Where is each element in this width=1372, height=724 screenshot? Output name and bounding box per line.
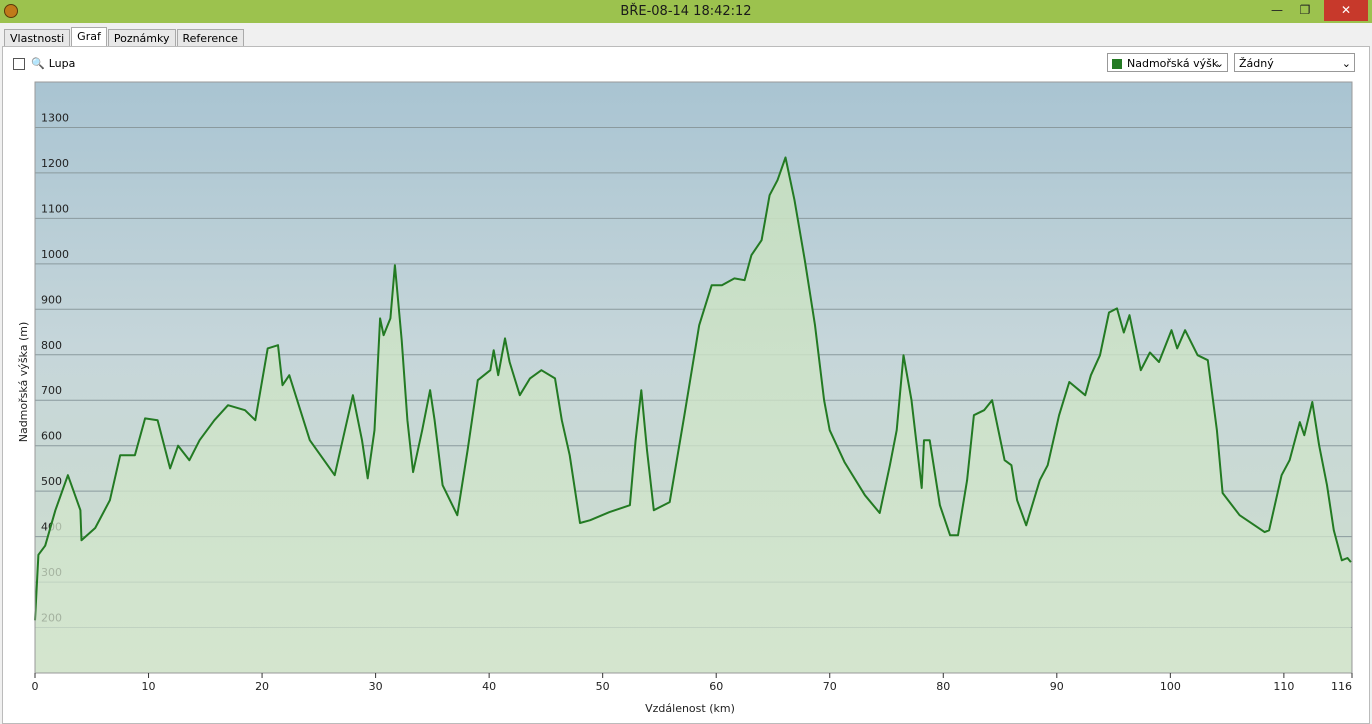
x-tick-label: 100 [1160, 680, 1181, 693]
second-select-text: Žádný [1239, 57, 1274, 70]
y-tick-label: 600 [41, 430, 62, 443]
x-tick-label: 80 [936, 680, 950, 693]
tab[interactable]: Reference [176, 29, 244, 48]
zoom-toggle[interactable]: 🔍 Lupa [13, 57, 75, 70]
elevation-line [34, 156, 1352, 621]
series-swatch [1112, 59, 1122, 69]
x-tick-label: 30 [369, 680, 383, 693]
x-axis-label: Vzdálenost (km) [645, 702, 735, 715]
area-fill [35, 157, 1351, 673]
y-axis-label: Nadmořská výška (m) [17, 322, 30, 443]
y-tick-label: 900 [41, 293, 62, 306]
y-tick-label: 800 [41, 339, 62, 352]
second-select[interactable]: Žádný ⌄ [1234, 53, 1355, 72]
y-tick-label: 1200 [41, 157, 69, 170]
close-button[interactable]: ✕ [1324, 0, 1368, 21]
x-tick-label: 0 [32, 680, 39, 693]
title-bar: BŘE-08-14 18:42:12 — ❐ ✕ [0, 0, 1372, 23]
x-tick-label: 90 [1050, 680, 1064, 693]
y-tick-label: 1300 [41, 111, 69, 124]
x-tick-label: 60 [709, 680, 723, 693]
y-tick-label: 700 [41, 384, 62, 397]
x-tick-label: 50 [596, 680, 610, 693]
x-tick-label: 40 [482, 680, 496, 693]
y-tick-label: 1100 [41, 202, 69, 215]
window-title: BŘE-08-14 18:42:12 [620, 4, 752, 19]
y-tick-label: 500 [41, 475, 62, 488]
x-tick-label: 10 [142, 680, 156, 693]
y-tick-label: 1000 [41, 248, 69, 261]
series-select[interactable]: Nadmořská výšk ⌄ [1107, 53, 1228, 72]
minimize-button[interactable]: — [1271, 3, 1283, 17]
tab-bar: Vlastnosti Graf Poznámky Reference [4, 27, 245, 48]
series-select-text: Nadmořská výšk [1127, 57, 1219, 70]
zoom-label: Lupa [48, 57, 76, 70]
plot-frame [34, 81, 1353, 674]
x-tick-label: 70 [823, 680, 837, 693]
x-tick-label: 116 [1331, 680, 1352, 693]
x-tick-label: 20 [255, 680, 269, 693]
restore-button[interactable]: ❐ [1299, 3, 1311, 17]
x-tick-label: 110 [1273, 680, 1294, 693]
tab[interactable]: Poznámky [107, 29, 176, 48]
app-icon [4, 4, 18, 18]
